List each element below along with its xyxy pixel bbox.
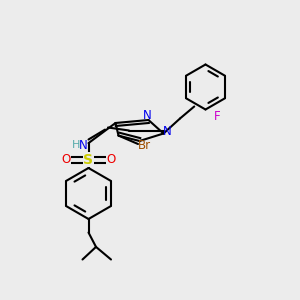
Text: Br: Br (137, 139, 151, 152)
Text: N: N (142, 109, 152, 122)
Text: F: F (214, 110, 220, 123)
Text: H: H (72, 140, 80, 150)
Text: S: S (83, 153, 94, 166)
Text: N: N (79, 139, 88, 152)
Text: N: N (163, 124, 172, 138)
Text: O: O (61, 153, 70, 166)
Text: O: O (106, 153, 116, 166)
